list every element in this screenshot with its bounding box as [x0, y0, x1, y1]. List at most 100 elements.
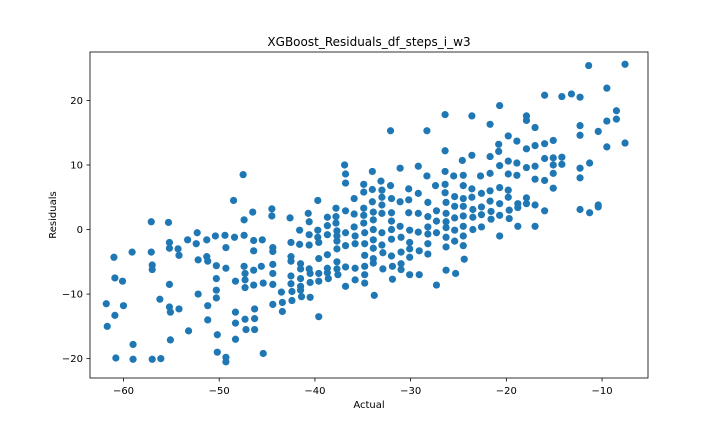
data-point [541, 176, 549, 185]
data-point [459, 222, 467, 230]
data-point [361, 262, 369, 270]
data-point [387, 217, 396, 225]
data-point [249, 208, 257, 216]
data-point [287, 238, 295, 247]
data-point [221, 231, 229, 239]
data-point [424, 223, 432, 231]
data-point [451, 214, 459, 222]
data-point [414, 209, 422, 217]
data-point [174, 245, 182, 253]
data-point [451, 226, 459, 234]
data-point [147, 218, 155, 226]
data-point [323, 222, 331, 230]
x-tick-label: −30 [400, 386, 421, 397]
data-point [269, 260, 277, 268]
data-point [468, 112, 476, 120]
data-point [222, 358, 230, 366]
data-point [269, 300, 277, 309]
data-point [441, 167, 449, 176]
data-point [148, 265, 156, 274]
data-point [415, 271, 423, 279]
data-point [129, 355, 137, 363]
data-point [369, 244, 377, 252]
data-point [368, 198, 376, 206]
data-point [432, 207, 441, 215]
data-point [288, 287, 296, 296]
data-point [495, 140, 503, 148]
data-point [594, 127, 602, 135]
data-point [594, 203, 602, 211]
data-point [296, 286, 305, 294]
data-point [424, 250, 432, 258]
data-point [504, 132, 512, 140]
data-point [360, 180, 368, 188]
data-point [468, 185, 476, 193]
data-point [549, 136, 557, 145]
data-point [442, 266, 450, 274]
data-point [268, 205, 276, 213]
data-point [241, 284, 249, 292]
data-point [296, 265, 305, 273]
data-point [258, 236, 266, 244]
data-point [442, 243, 450, 251]
data-point [442, 209, 450, 217]
data-point [396, 222, 404, 230]
data-point [157, 355, 165, 363]
data-point [397, 248, 405, 256]
data-point [351, 276, 359, 284]
data-point [441, 180, 449, 188]
data-point [250, 281, 258, 289]
data-point [549, 161, 557, 169]
data-point [251, 325, 259, 334]
data-point [406, 245, 414, 253]
data-point [441, 189, 449, 197]
data-point [369, 208, 377, 216]
data-point [513, 137, 521, 145]
data-point [369, 259, 377, 267]
data-point [387, 252, 396, 260]
data-point [193, 229, 201, 237]
plot-frame [89, 51, 649, 379]
data-point [378, 201, 386, 209]
data-point [341, 242, 350, 250]
data-point [442, 198, 450, 207]
data-point [111, 311, 119, 319]
data-point [496, 101, 504, 110]
data-point [486, 152, 494, 161]
y-tick-label: −10 [62, 290, 83, 301]
data-point [531, 162, 539, 170]
data-point [341, 207, 350, 215]
data-point [377, 177, 385, 185]
data-point [522, 116, 531, 125]
data-point [513, 159, 521, 167]
data-point [486, 169, 494, 177]
data-point [341, 229, 350, 237]
data-point [424, 240, 432, 248]
data-point [486, 120, 494, 128]
data-point [386, 127, 395, 135]
data-point [414, 189, 422, 197]
data-point [324, 274, 332, 283]
data-point [541, 140, 549, 148]
data-point [175, 305, 183, 313]
data-point [257, 262, 265, 270]
data-point [477, 223, 486, 231]
data-point [513, 171, 521, 179]
data-point [505, 214, 513, 223]
data-point [432, 229, 441, 237]
data-point [204, 316, 212, 324]
data-point [296, 240, 304, 248]
data-point [621, 139, 629, 147]
data-point [368, 167, 376, 176]
data-point [487, 215, 495, 223]
data-point [397, 265, 405, 274]
data-point [406, 271, 414, 279]
data-point [460, 255, 468, 263]
data-point [306, 278, 314, 287]
data-point [558, 160, 566, 168]
data-point [315, 313, 323, 321]
data-point [496, 211, 504, 219]
data-point [442, 223, 450, 232]
data-point [442, 233, 450, 241]
data-point [451, 237, 459, 245]
